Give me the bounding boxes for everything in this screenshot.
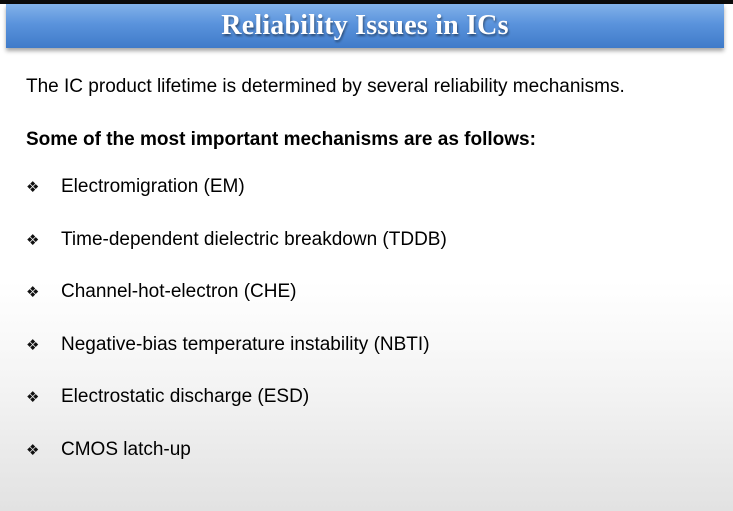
list-item: ❖ Electrostatic discharge (ESD) (26, 386, 447, 439)
mechanism-label: Time-dependent dielectric breakdown (TDD… (61, 228, 447, 250)
mechanism-label: Electromigration (EM) (61, 176, 245, 197)
mechanism-label: Electrostatic discharge (ESD) (61, 386, 310, 408)
four-diamond-bullet-icon: ❖ (26, 440, 40, 459)
list-item: ❖ Channel-hot-electron (CHE) (26, 281, 447, 334)
title-bar: Reliability Issues in ICs (6, 4, 724, 48)
mechanism-label: Channel-hot-electron (CHE) (61, 281, 297, 303)
four-diamond-bullet-icon: ❖ (26, 388, 40, 407)
mechanisms-subheading: Some of the most important mechanisms ar… (26, 129, 536, 150)
slide-title: Reliability Issues in ICs (221, 10, 509, 41)
four-diamond-bullet-icon: ❖ (26, 230, 40, 249)
list-item: ❖ CMOS latch-up (26, 439, 447, 492)
mechanism-list: ❖ Electromigration (EM) ❖ Time-dependent… (26, 176, 447, 492)
list-item: ❖ Electromigration (EM) (26, 176, 447, 229)
intro-text: The IC product lifetime is determined by… (26, 76, 625, 97)
top-strip (0, 0, 733, 4)
list-item: ❖ Time-dependent dielectric breakdown (T… (26, 229, 447, 282)
four-diamond-bullet-icon: ❖ (26, 335, 40, 354)
four-diamond-bullet-icon: ❖ (26, 178, 40, 196)
mechanism-label: CMOS latch-up (61, 438, 191, 460)
list-item: ❖ Negative-bias temperature instability … (26, 334, 447, 387)
four-diamond-bullet-icon: ❖ (26, 283, 40, 302)
mechanism-label: Negative-bias temperature instability (N… (61, 333, 430, 355)
